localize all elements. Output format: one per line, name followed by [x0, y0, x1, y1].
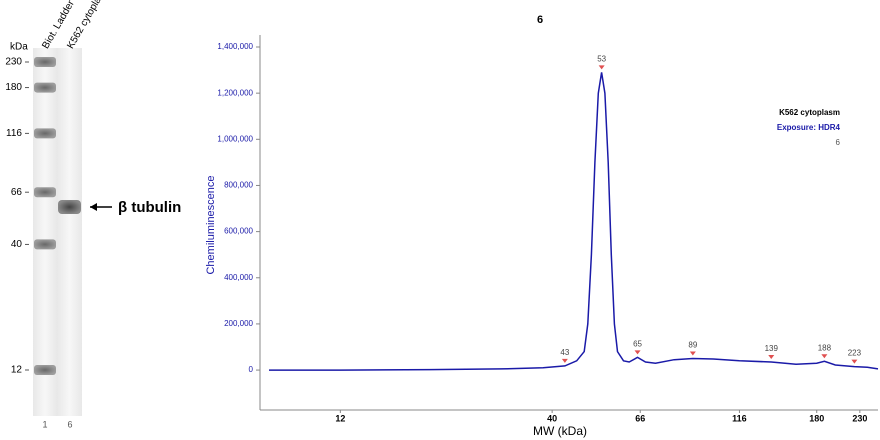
- x-tick-label: 116: [732, 413, 747, 423]
- peak-marker: [598, 65, 605, 70]
- x-tick-label: 230: [852, 413, 867, 423]
- peak-label: 139: [765, 344, 779, 353]
- ladder-band: [34, 365, 56, 375]
- ladder-band: [34, 82, 56, 93]
- y-tick-label: 1,400,000: [217, 42, 253, 51]
- peak-label: 223: [848, 349, 862, 358]
- y-tick-label: 600,000: [224, 227, 253, 236]
- kda-label: kDa: [10, 42, 28, 53]
- marker-label: 12: [11, 365, 23, 376]
- legend-capillary: 6: [836, 138, 841, 147]
- peak-marker: [768, 355, 775, 359]
- y-tick-label: 1,000,000: [217, 134, 253, 143]
- annotation: β tubulin: [118, 199, 181, 216]
- marker-label: 180: [5, 82, 22, 93]
- peak-label: 53: [597, 54, 606, 63]
- peak-label: 89: [688, 341, 697, 350]
- lane-number: 1: [42, 419, 47, 429]
- ladder-band: [34, 128, 56, 139]
- sample-band: [58, 200, 81, 214]
- curve: [269, 72, 879, 371]
- marker-label: 116: [6, 128, 22, 139]
- peak-marker: [689, 351, 696, 356]
- peak-marker: [821, 354, 828, 359]
- x-axis-label: MW (kDa): [533, 424, 587, 438]
- peak-label: 65: [633, 339, 642, 348]
- legend-sample: K562 cytoplasm: [779, 108, 840, 117]
- y-tick-label: 0: [249, 365, 254, 374]
- ladder-band: [34, 239, 56, 250]
- peak-label: 188: [818, 343, 832, 352]
- marker-label: 230: [5, 57, 22, 68]
- legend-exposure: Exposure: HDR4: [777, 123, 841, 132]
- y-tick-label: 1,200,000: [217, 88, 253, 97]
- peak-marker: [851, 359, 858, 364]
- lane-number: 6: [67, 419, 72, 429]
- y-axis-label: Chemiluminescence: [205, 175, 217, 274]
- chart-title: 6: [537, 14, 543, 26]
- arrow-head: [90, 203, 97, 211]
- peak-label: 43: [560, 348, 569, 357]
- y-tick-label: 200,000: [224, 319, 253, 328]
- ladder-lane: [33, 48, 57, 416]
- x-tick-label: 66: [635, 413, 645, 423]
- x-tick-label: 180: [809, 413, 824, 423]
- marker-label: 40: [11, 239, 23, 250]
- x-tick-label: 12: [335, 413, 345, 423]
- ladder-band: [34, 57, 56, 67]
- ladder-band: [34, 187, 56, 198]
- peak-marker: [634, 350, 641, 355]
- x-tick-label: 40: [547, 413, 557, 423]
- y-tick-label: 800,000: [224, 181, 253, 190]
- marker-label: 66: [11, 187, 23, 198]
- peak-marker: [561, 358, 568, 363]
- sample-lane: [57, 48, 82, 416]
- y-tick-label: 400,000: [224, 273, 253, 282]
